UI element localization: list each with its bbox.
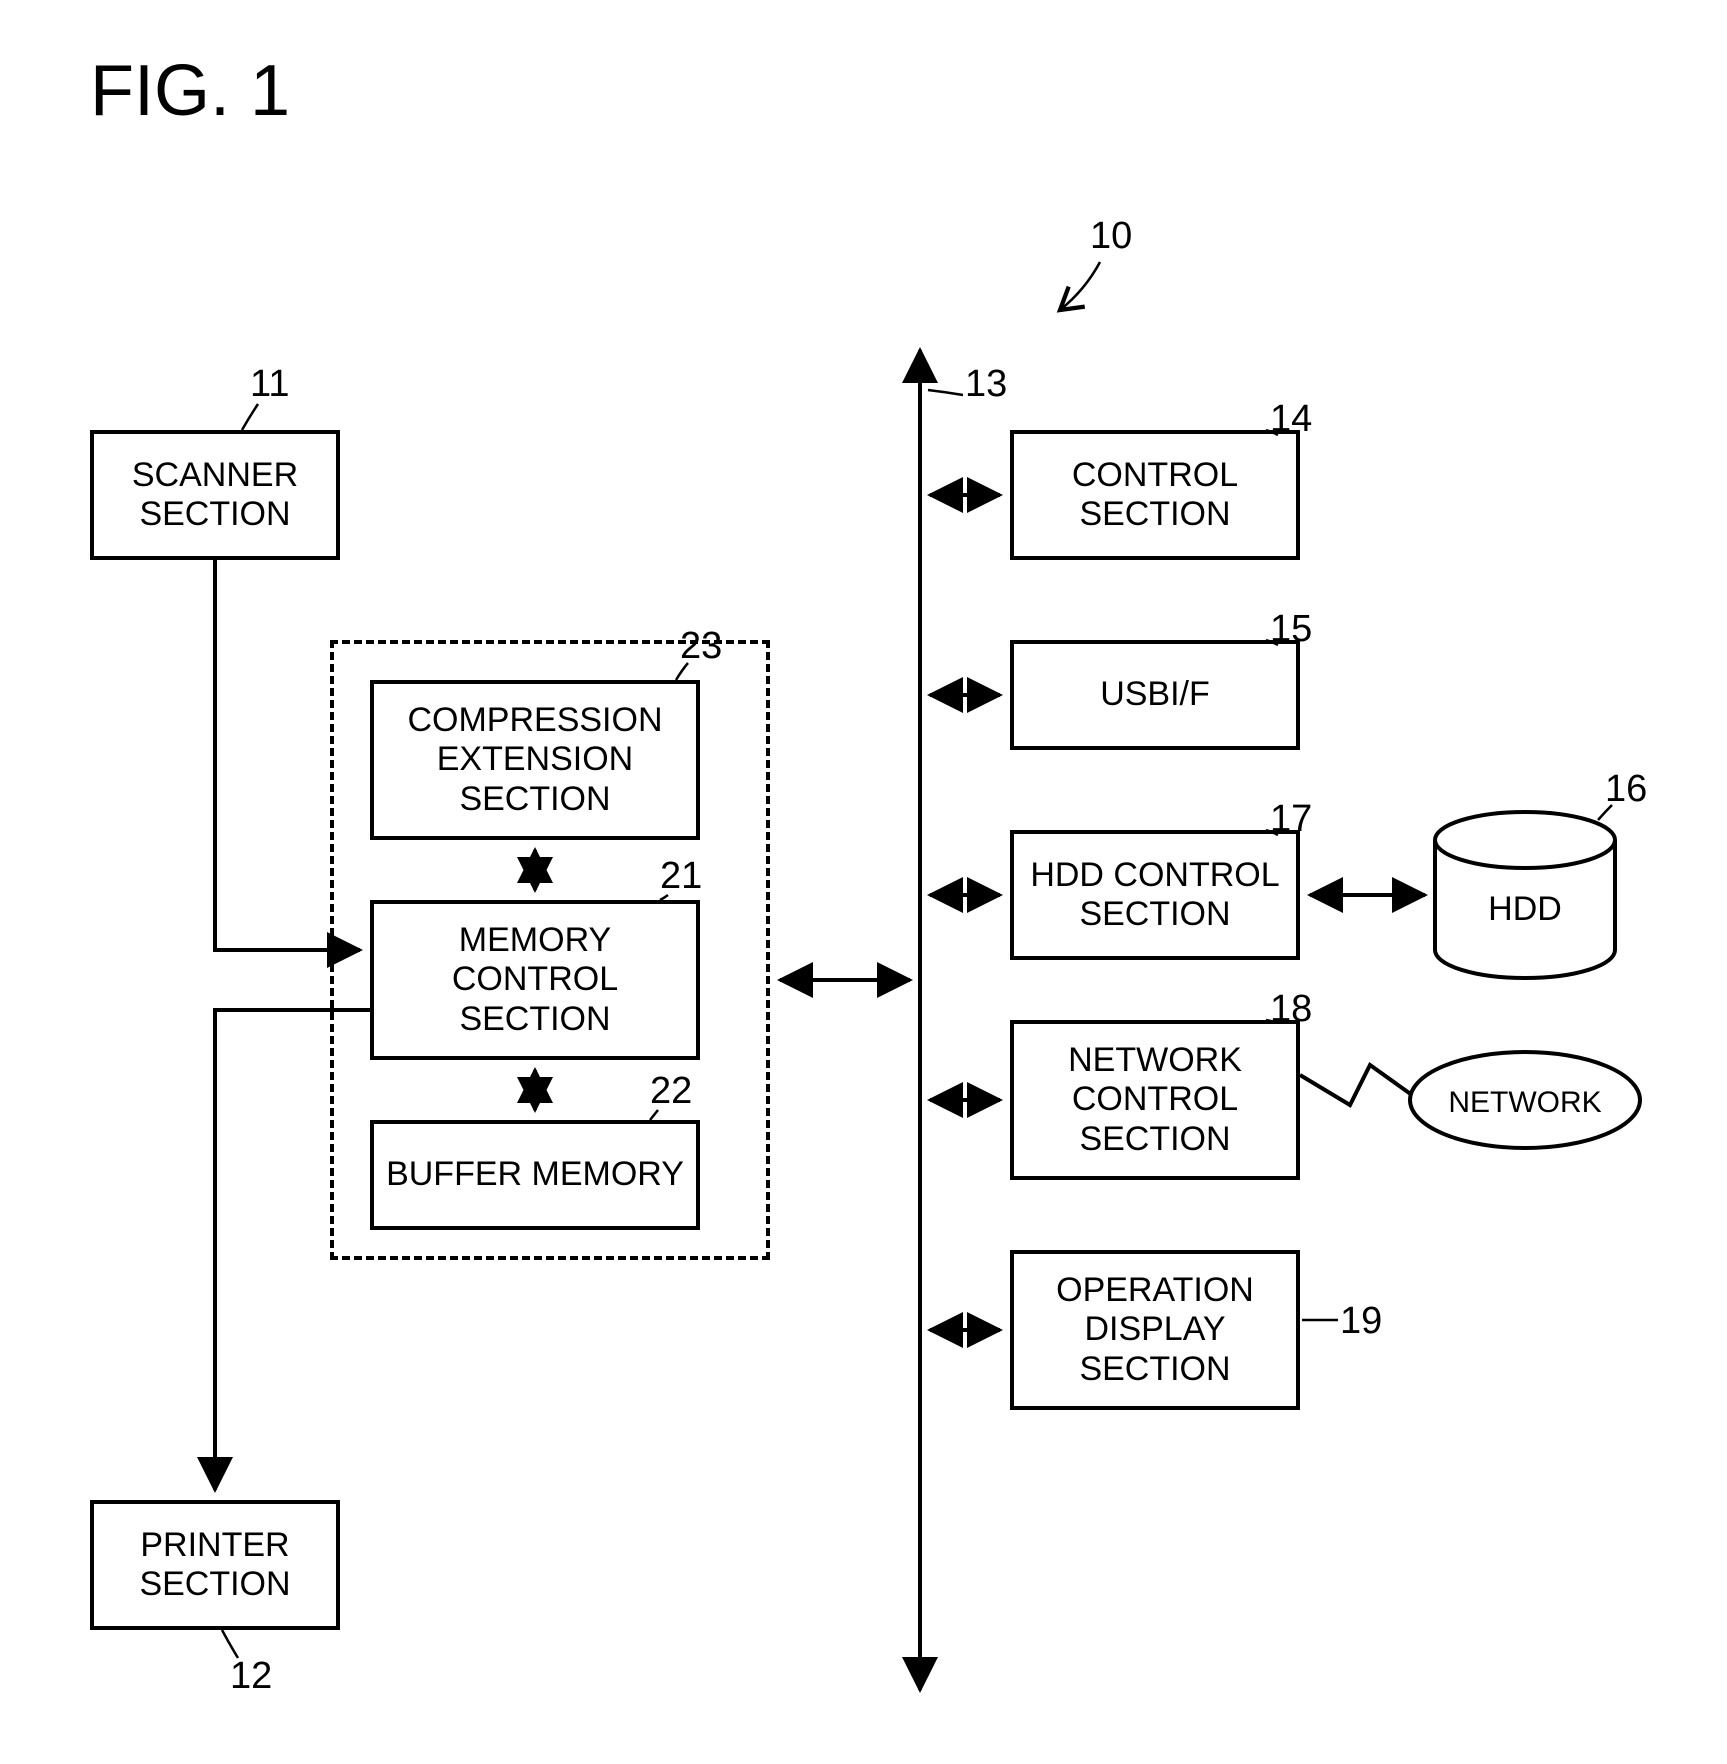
op-display-label: OPERATION DISPLAY SECTION: [1014, 1271, 1296, 1388]
mem-control-block: MEMORY CONTROL SECTION: [370, 900, 700, 1060]
diagram-canvas: FIG. 1 10 11 12 13 14 15 16 17 18 19 21 …: [0, 0, 1727, 1764]
control-block: CONTROL SECTION: [1010, 430, 1300, 560]
scanner-label: SCANNER SECTION: [94, 456, 336, 534]
leader-bus: [928, 390, 963, 395]
op-display-block: OPERATION DISPLAY SECTION: [1010, 1250, 1300, 1410]
mem-control-label: MEMORY CONTROL SECTION: [374, 921, 696, 1038]
network-ellipse: [1410, 1052, 1640, 1148]
control-label: CONTROL SECTION: [1014, 456, 1296, 534]
leader-scanner: [242, 404, 258, 430]
usb-block: USBI/F: [1010, 640, 1300, 750]
network-text: NETWORK: [1448, 1086, 1601, 1119]
comp-ext-block: COMPRESSION EXTENSION SECTION: [370, 680, 700, 840]
ref-system: 10: [1090, 215, 1132, 258]
comp-ext-label: COMPRESSION EXTENSION SECTION: [374, 701, 696, 818]
network-control-label: NETWORK CONTROL SECTION: [1014, 1041, 1296, 1158]
usb-label: USBI/F: [1100, 675, 1210, 714]
ref-printer: 12: [230, 1655, 272, 1698]
ref-op-display: 19: [1340, 1300, 1382, 1343]
figure-title: FIG. 1: [90, 50, 290, 132]
printer-block: PRINTER SECTION: [90, 1500, 340, 1630]
scanner-block: SCANNER SECTION: [90, 430, 340, 560]
hdd-control-block: HDD CONTROL SECTION: [1010, 830, 1300, 960]
hdd-cylinder: [1435, 812, 1615, 978]
printer-label: PRINTER SECTION: [94, 1526, 336, 1604]
network-control-block: NETWORK CONTROL SECTION: [1010, 1020, 1300, 1180]
buffer-label: BUFFER MEMORY: [386, 1155, 684, 1194]
hdd-text: HDD: [1488, 890, 1562, 928]
leader-printer: [222, 1630, 238, 1658]
ref-scanner: 11: [250, 363, 289, 406]
conn-netctrl-network: [1300, 1065, 1412, 1105]
ref-hdd: 16: [1605, 768, 1647, 811]
buffer-block: BUFFER MEMORY: [370, 1120, 700, 1230]
ref-bus: 13: [965, 363, 1007, 406]
leader-system: [1060, 262, 1100, 310]
hdd-control-label: HDD CONTROL SECTION: [1014, 856, 1296, 934]
